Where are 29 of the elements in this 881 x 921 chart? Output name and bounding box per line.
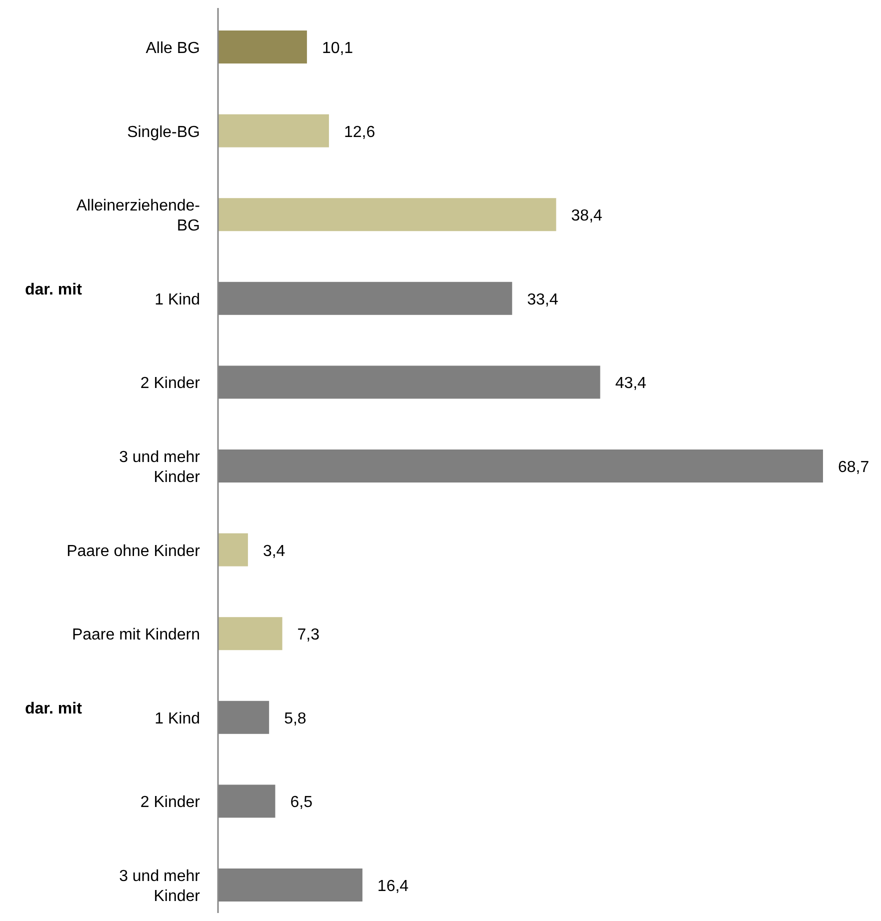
text: dar. mit [25,282,83,299]
bar [218,30,307,64]
data-label: 3,4 [262,542,286,560]
data-label: 38,4 [571,208,602,225]
y-tick-label: 3 und mehr Kinder [119,449,201,486]
bar [218,533,248,566]
y-tick-label: 2 Kinder [140,794,201,812]
y-tick-label: Paare ohne Kinder [66,542,201,560]
y-tick-label: 3 und mehr Kinder [119,868,201,905]
data-label: 43,4 [615,375,646,392]
data-label: 33,4 [527,291,558,308]
y-tick-label: Alleinerziehende- BG [76,198,200,235]
bar [218,114,329,148]
data-label: 6,5 [290,794,313,812]
y-tick-label: Paare mit Kindern [72,626,200,644]
y-tick-label: 1 Kind [154,710,200,728]
data-label: 5,8 [284,710,306,728]
data-label: 12,6 [344,124,376,141]
bar [218,617,282,650]
data-label: 10,1 [322,40,354,57]
y-tick-label: 2 Kinder [140,375,201,392]
y-tick-label: 1 Kind [154,291,200,308]
bar [218,198,556,232]
data-label: 16,4 [377,878,409,895]
y-tick-label: Alle BG [146,40,200,57]
y-tick-label: Single-BG [127,124,200,141]
data-label: 68,7 [838,459,870,476]
text: dar. mit [25,700,83,718]
data-label: 7,3 [297,626,320,644]
